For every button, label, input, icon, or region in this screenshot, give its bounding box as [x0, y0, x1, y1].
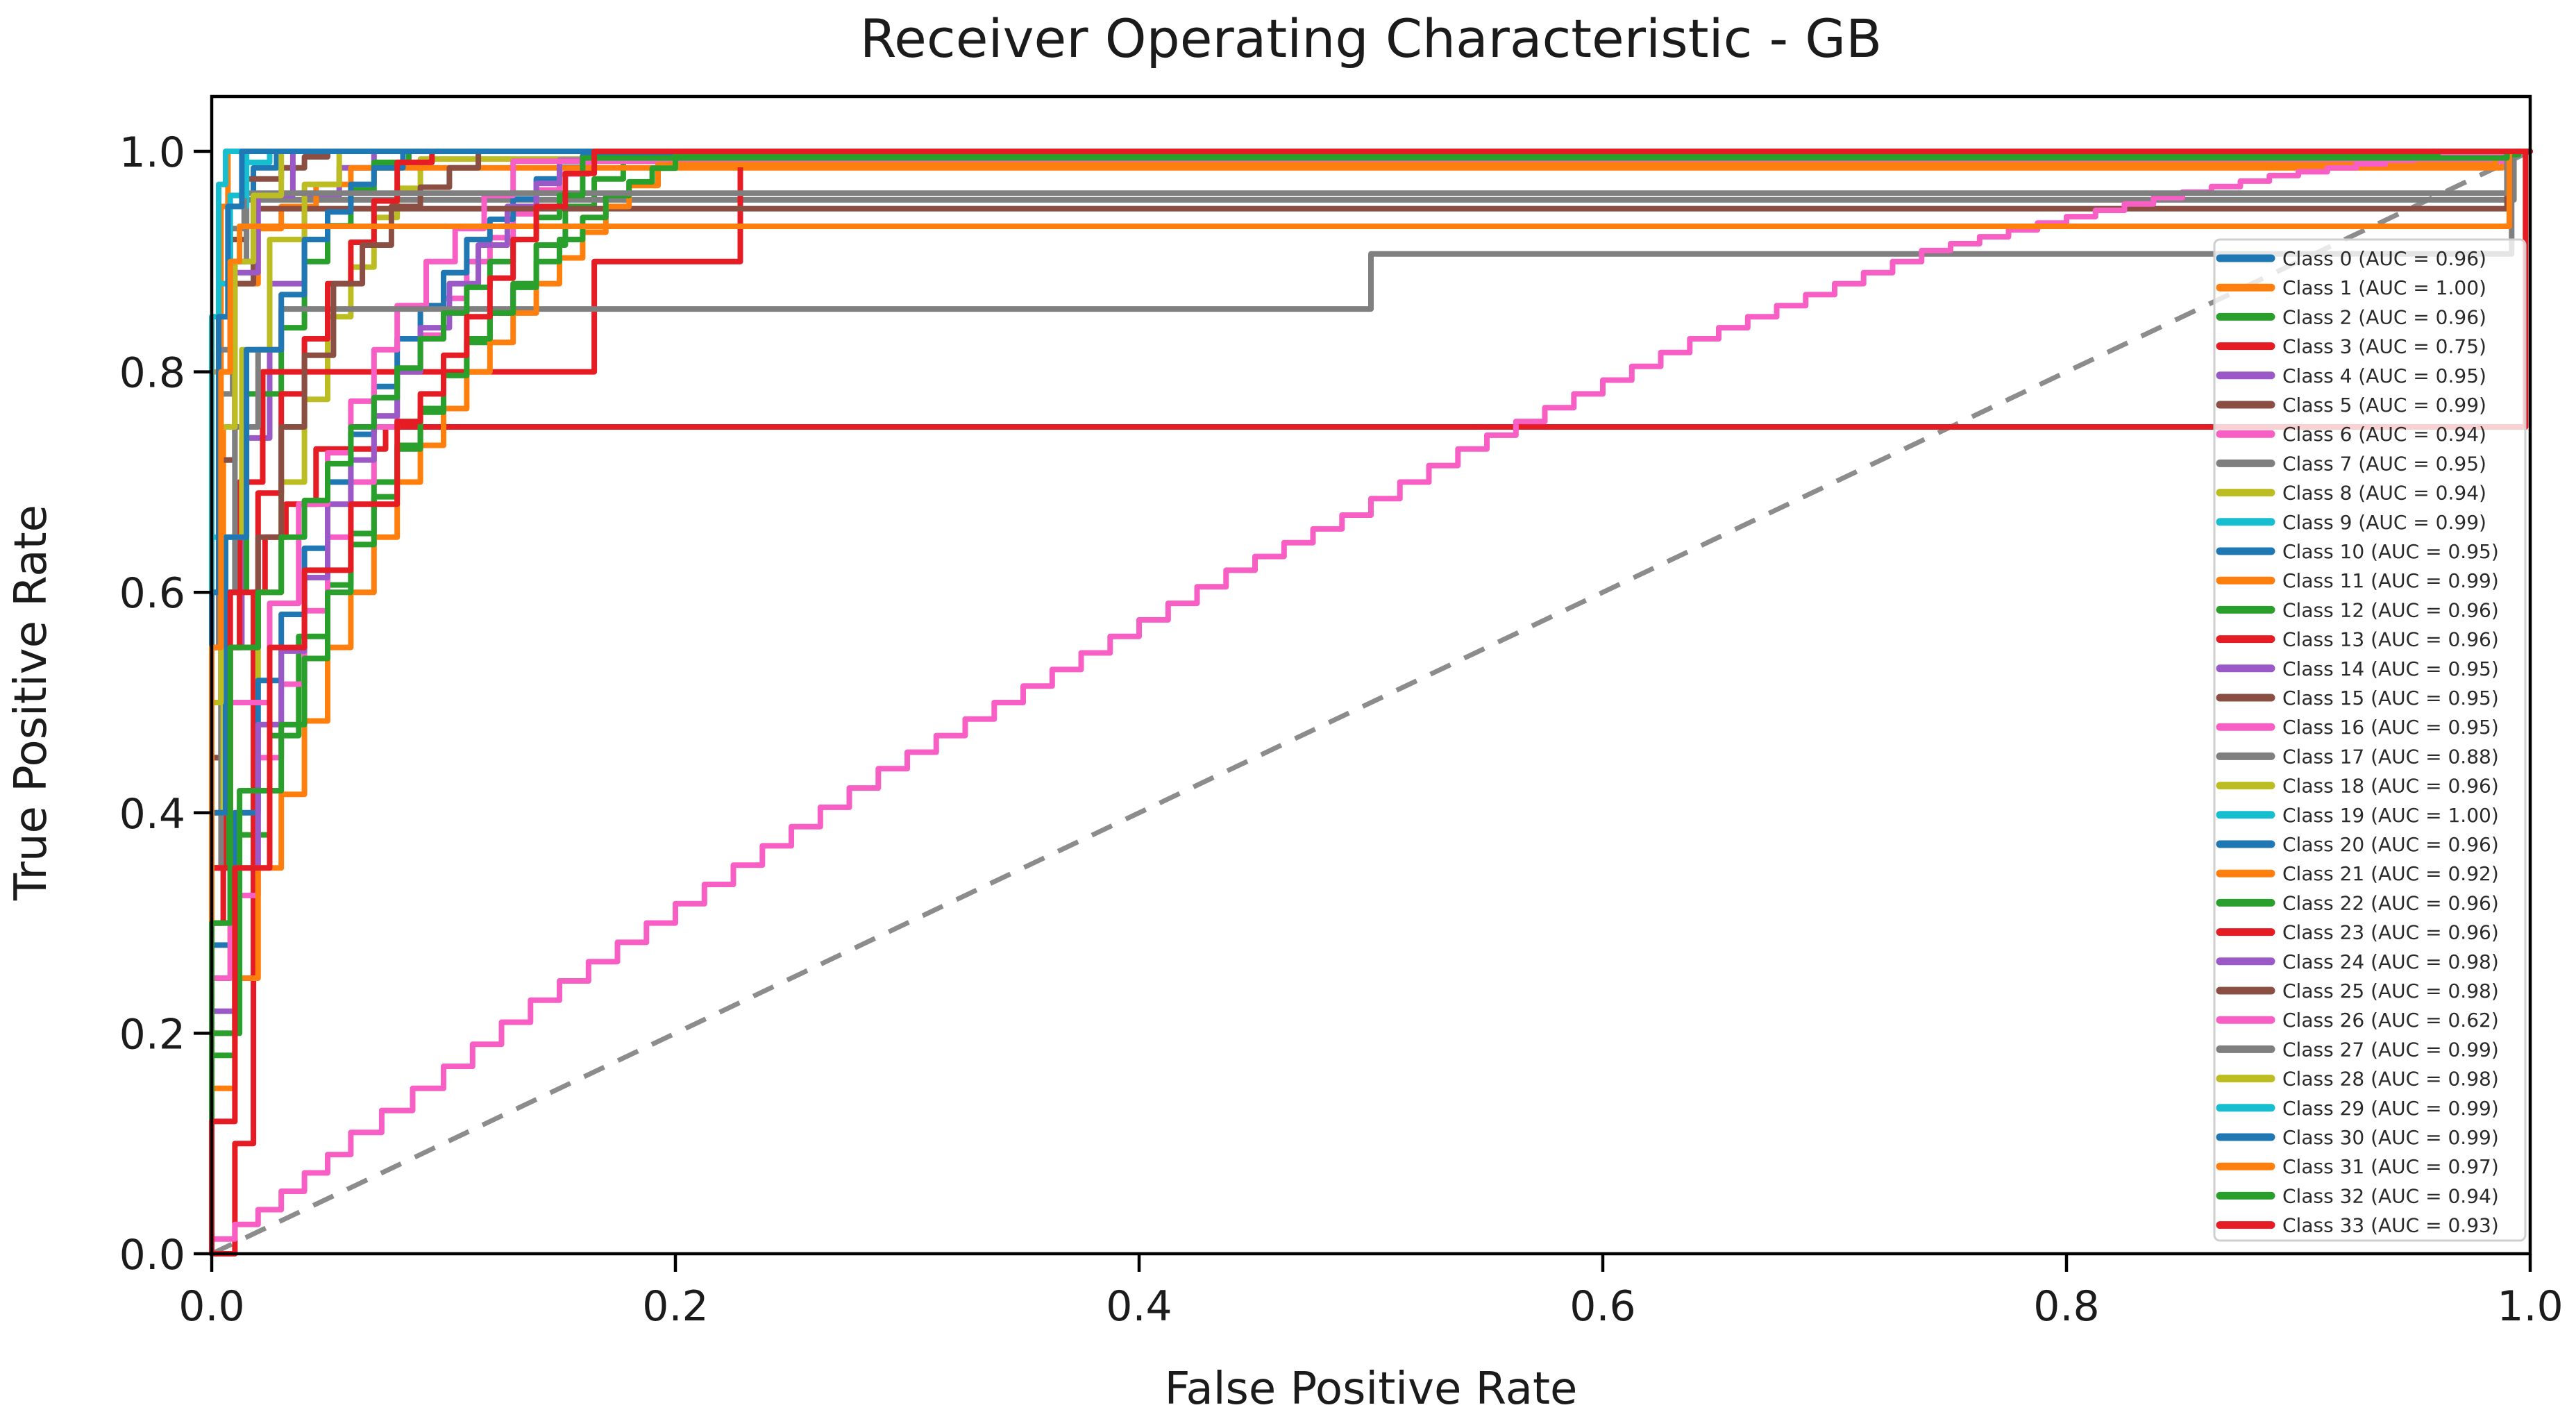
plot-frame [210, 94, 2532, 1256]
legend-label: Class 32 (AUC = 0.94) [2282, 1184, 2499, 1207]
roc-curve-class-3 [209, 149, 2533, 1257]
legend-label: Class 26 (AUC = 0.62) [2282, 1009, 2499, 1032]
roc-curve-class-13 [209, 149, 2533, 1257]
legend: Class 0 (AUC = 0.96) Class 1 (AUC = 1.00)… [2213, 238, 2527, 1242]
roc-curve-class-32 [209, 149, 2533, 1257]
legend-label: Class 3 (AUC = 0.75) [2282, 335, 2486, 358]
chart-title: Receiver Operating Characteristic - GB [860, 8, 1882, 69]
legend-label: Class 2 (AUC = 0.96) [2282, 305, 2486, 328]
legend-item: Class 16 (AUC = 0.95) [2216, 716, 2499, 739]
y-tick-label: 0.8 [119, 349, 185, 398]
legend-label: Class 8 (AUC = 0.94) [2282, 482, 2486, 505]
legend-label: Class 20 (AUC = 0.96) [2282, 833, 2499, 856]
chance-diagonal-line [210, 149, 2532, 1257]
legend-box [2213, 238, 2527, 1242]
legend-label: Class 14 (AUC = 0.95) [2282, 657, 2499, 680]
legend-item: Class 23 (AUC = 0.96) [2216, 921, 2499, 944]
legend-label: Class 7 (AUC = 0.95) [2282, 452, 2486, 475]
x-tick-label: 1.0 [2497, 1282, 2563, 1331]
legend-item: Class 10 (AUC = 0.95) [2216, 540, 2499, 563]
legend-label: Class 9 (AUC = 0.99) [2282, 511, 2486, 534]
legend-item: Class 26 (AUC = 0.62) [2216, 1009, 2499, 1032]
legend-label: Class 0 (AUC = 0.96) [2282, 247, 2486, 270]
y-axis-label: True Positive Rate [6, 505, 57, 901]
y-tick-label: 0.4 [119, 790, 185, 839]
legend-label: Class 21 (AUC = 0.92) [2282, 862, 2499, 885]
legend-item: Class 15 (AUC = 0.95) [2216, 687, 2499, 709]
legend-label: Class 24 (AUC = 0.98) [2282, 950, 2499, 973]
legend-item: Class 7 (AUC = 0.95) [2216, 452, 2486, 475]
legend-item: Class 32 (AUC = 0.94) [2216, 1184, 2499, 1207]
legend-label: Class 1 (AUC = 1.00) [2282, 276, 2486, 299]
legend-item: Class 11 (AUC = 0.99) [2216, 569, 2499, 592]
legend-label: Class 5 (AUC = 0.99) [2282, 394, 2486, 417]
legend-label: Class 18 (AUC = 0.96) [2282, 775, 2499, 798]
legend-item: Class 28 (AUC = 0.98) [2216, 1068, 2499, 1091]
legend-item: Class 29 (AUC = 0.99) [2216, 1097, 2499, 1120]
x-axis-label: False Positive Rate [1165, 1363, 1578, 1415]
x-tick-label: 0.4 [1106, 1282, 1172, 1331]
legend-item: Class 6 (AUC = 0.94) [2216, 423, 2486, 446]
legend-item: Class 22 (AUC = 0.96) [2216, 891, 2499, 914]
legend-item: Class 0 (AUC = 0.96) [2216, 247, 2486, 270]
legend-label: Class 23 (AUC = 0.96) [2282, 921, 2499, 944]
legend-label: Class 16 (AUC = 0.95) [2282, 716, 2499, 739]
legend-item: Class 4 (AUC = 0.95) [2216, 364, 2486, 387]
legend-item: Class 21 (AUC = 0.92) [2216, 862, 2499, 885]
legend-item: Class 24 (AUC = 0.98) [2216, 950, 2499, 973]
legend-label: Class 4 (AUC = 0.95) [2282, 364, 2486, 387]
legend-label: Class 17 (AUC = 0.88) [2282, 745, 2499, 768]
x-tick-label: 0.0 [178, 1282, 244, 1331]
legend-item: Class 18 (AUC = 0.96) [2216, 775, 2499, 798]
legend-item: Class 8 (AUC = 0.94) [2216, 482, 2486, 505]
legend-item: Class 14 (AUC = 0.95) [2216, 657, 2499, 680]
legend-item: Class 20 (AUC = 0.96) [2216, 833, 2499, 856]
roc-curve-class-26 [209, 149, 2533, 1257]
legend-item: Class 25 (AUC = 0.98) [2216, 980, 2499, 1002]
legend-item: Class 12 (AUC = 0.96) [2216, 598, 2499, 621]
legend-item: Class 5 (AUC = 0.99) [2216, 394, 2486, 417]
legend-item: Class 27 (AUC = 0.99) [2216, 1038, 2499, 1061]
roc-curve-class-33 [209, 149, 2533, 1257]
x-tick-label: 0.2 [642, 1282, 708, 1331]
y-tick-label: 1.0 [119, 128, 185, 177]
legend-label: Class 15 (AUC = 0.95) [2282, 687, 2499, 709]
legend-item: Class 9 (AUC = 0.99) [2216, 511, 2486, 534]
legend-item: Class 19 (AUC = 1.00) [2216, 804, 2499, 827]
legend-label: Class 31 (AUC = 0.97) [2282, 1155, 2499, 1178]
legend-item: Class 30 (AUC = 0.99) [2216, 1126, 2499, 1149]
legend-label: Class 29 (AUC = 0.99) [2282, 1097, 2499, 1120]
legend-label: Class 25 (AUC = 0.98) [2282, 980, 2499, 1002]
legend-item: Class 1 (AUC = 1.00) [2216, 276, 2486, 299]
x-tick-label: 0.6 [1569, 1282, 1635, 1331]
legend-item: Class 13 (AUC = 0.96) [2216, 628, 2499, 651]
y-tick-label: 0.0 [119, 1231, 185, 1279]
legend-label: Class 22 (AUC = 0.96) [2282, 891, 2499, 914]
legend-item: Class 2 (AUC = 0.96) [2216, 305, 2486, 328]
legend-item: Class 17 (AUC = 0.88) [2216, 745, 2499, 768]
roc-curve-class-23 [209, 149, 2533, 1257]
y-tick-label: 0.2 [119, 1010, 185, 1059]
legend-label: Class 27 (AUC = 0.99) [2282, 1038, 2499, 1061]
x-tick-label: 0.8 [2033, 1282, 2099, 1331]
legend-label: Class 12 (AUC = 0.96) [2282, 598, 2499, 621]
legend-item: Class 3 (AUC = 0.75) [2216, 335, 2486, 358]
axis-ticks: 0.0 0.2 0.4 0.6 0.8 1.0 0.0 0.2 0.4 0.6 0.8 1.0 [119, 128, 2564, 1331]
legend-label: Class 6 (AUC = 0.94) [2282, 423, 2486, 446]
legend-label: Class 19 (AUC = 1.00) [2282, 804, 2499, 827]
legend-label: Class 28 (AUC = 0.98) [2282, 1068, 2499, 1091]
legend-label: Class 13 (AUC = 0.96) [2282, 628, 2499, 651]
legend-label: Class 10 (AUC = 0.95) [2282, 540, 2499, 563]
roc-curve-class-22 [209, 149, 2533, 1257]
legend-item: Class 31 (AUC = 0.97) [2216, 1155, 2499, 1178]
legend-item: Class 33 (AUC = 0.93) [2216, 1214, 2499, 1237]
legend-label: Class 11 (AUC = 0.99) [2282, 569, 2499, 592]
legend-label: Class 30 (AUC = 0.99) [2282, 1126, 2499, 1149]
legend-label: Class 33 (AUC = 0.93) [2282, 1214, 2499, 1237]
y-tick-label: 0.6 [119, 569, 185, 618]
